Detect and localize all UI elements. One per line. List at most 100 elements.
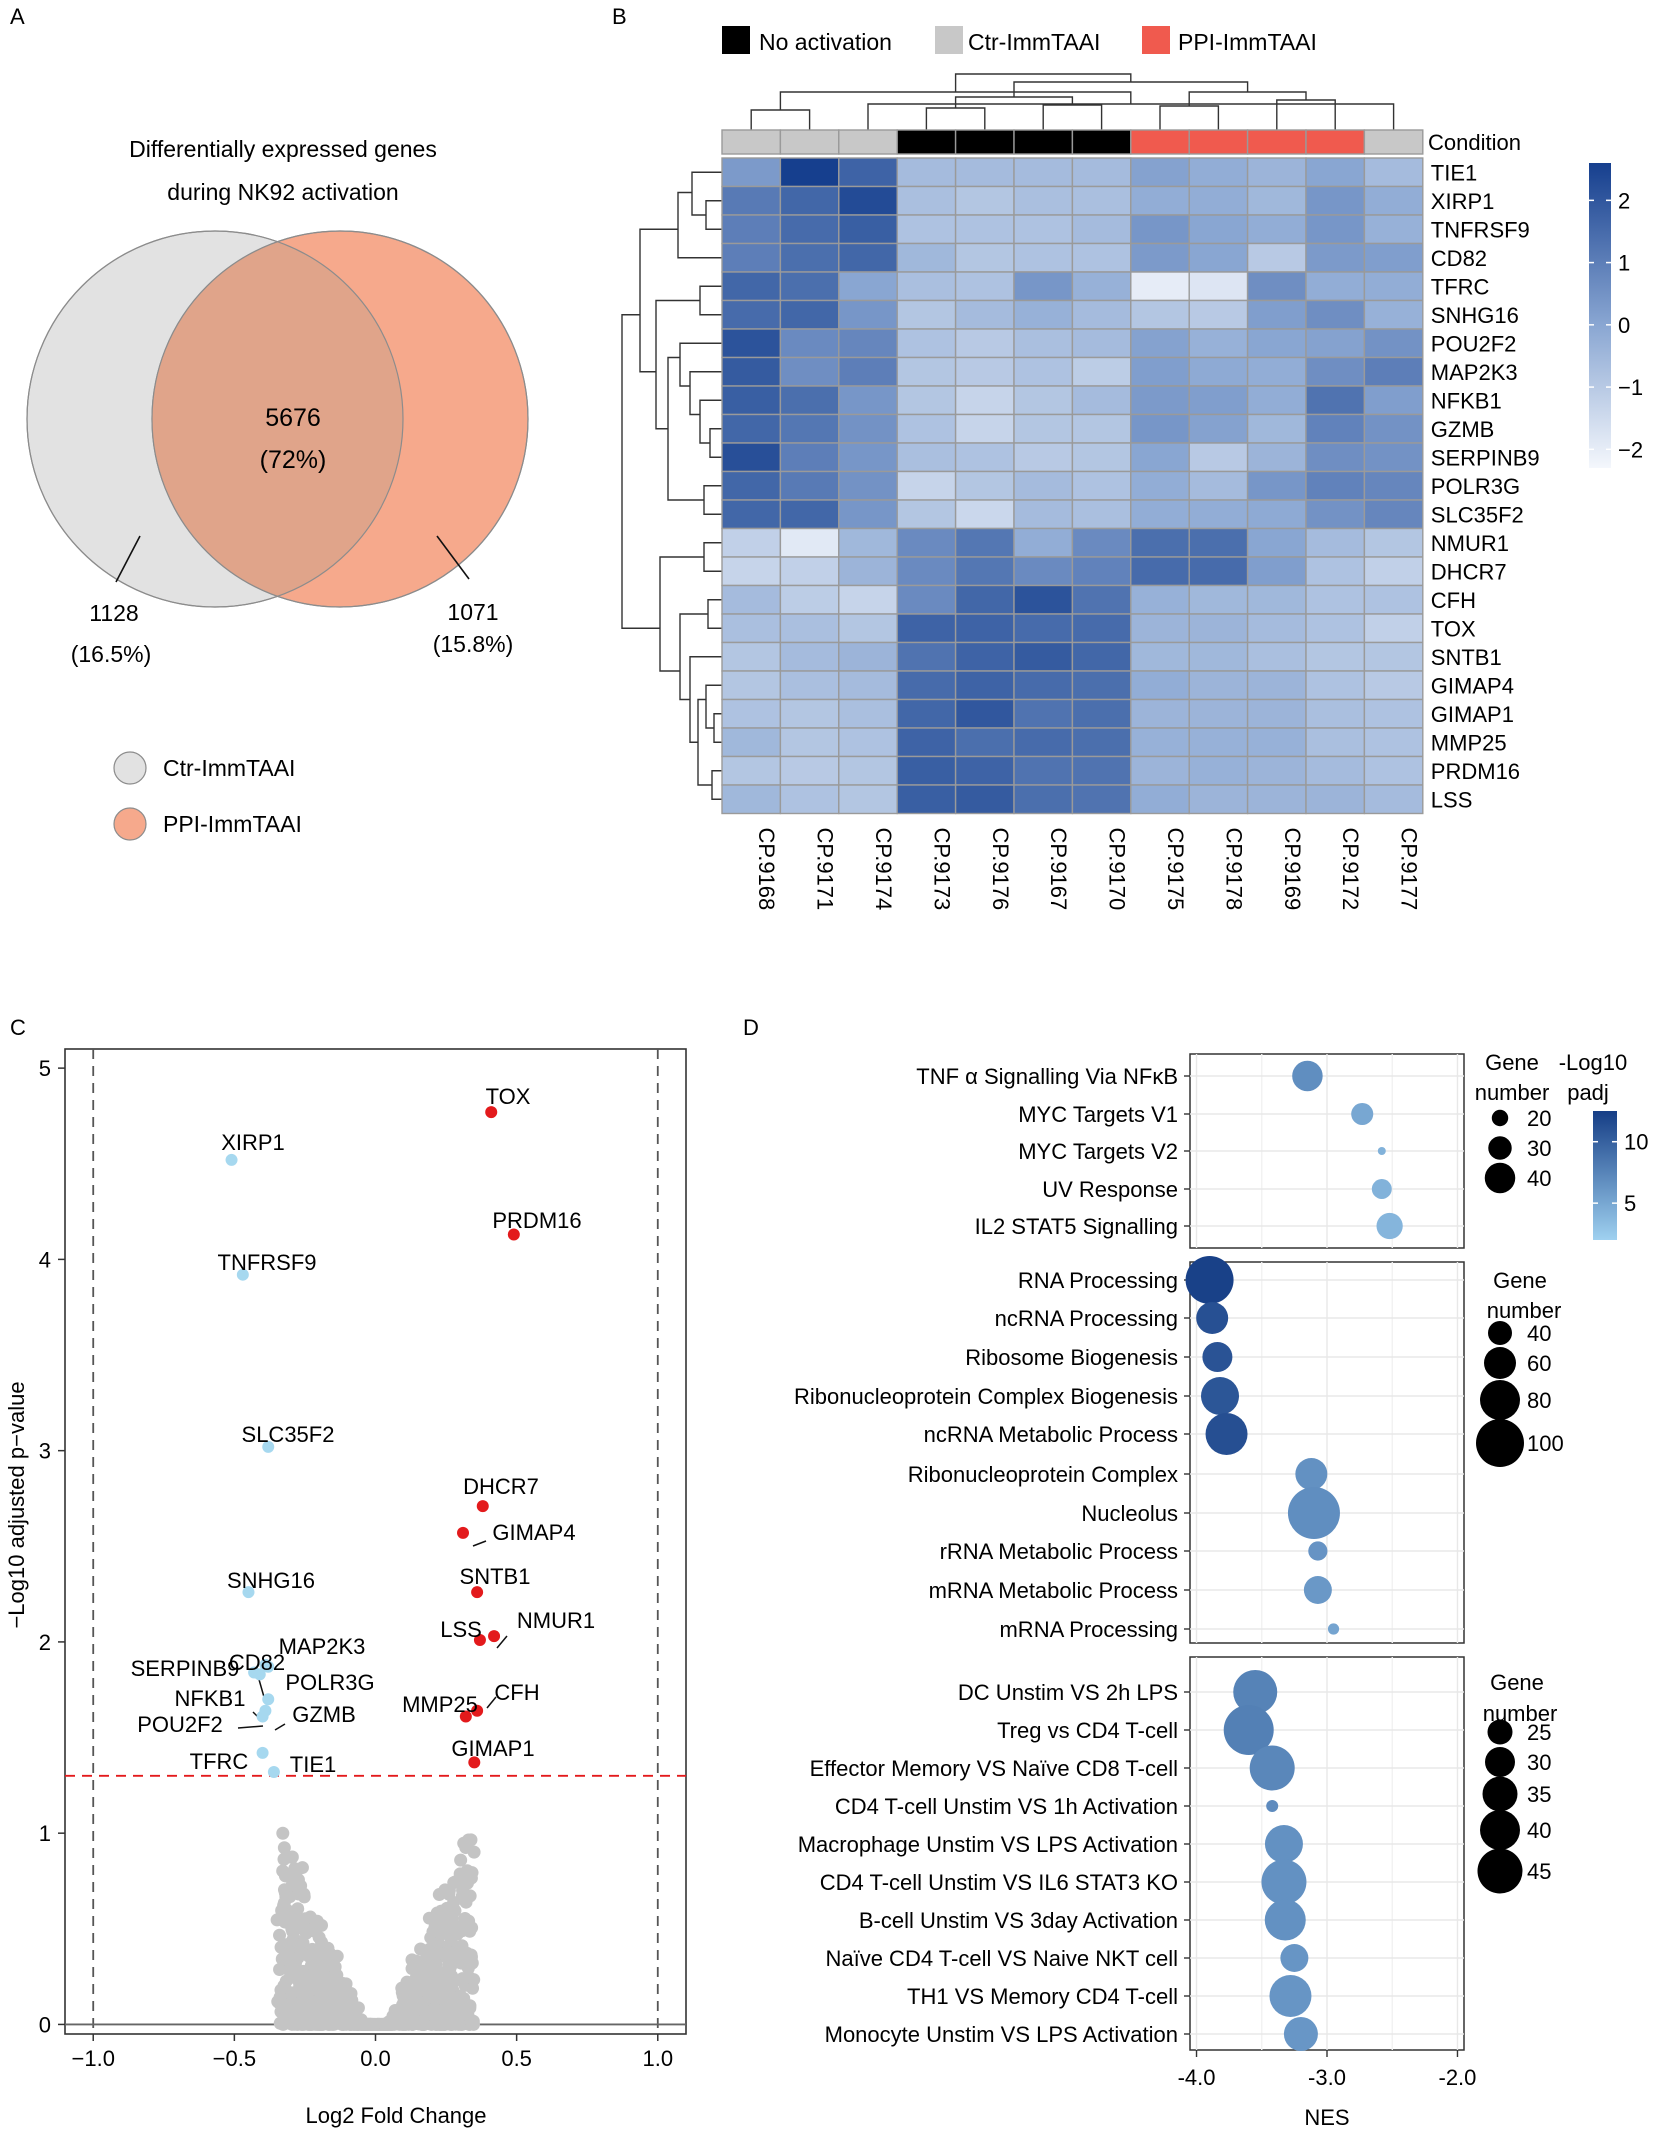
sig-point xyxy=(267,1765,280,1778)
heat-row-label: GIMAP4 xyxy=(1431,673,1514,698)
heat-cell xyxy=(1013,641,1074,672)
heat-cell xyxy=(1305,271,1366,302)
gsea-colorbar-ticks: 10 5 xyxy=(1593,1130,1648,1216)
heat-column-label: CP.9172 xyxy=(1338,828,1363,911)
heat-column-label: CP.9176 xyxy=(988,828,1013,911)
venn-right-percent: (15.8%) xyxy=(433,631,514,657)
heat-cell xyxy=(1071,641,1132,672)
heat-row-label: NFKB1 xyxy=(1431,388,1502,413)
heat-cell xyxy=(1305,499,1366,530)
term-label: UV Response xyxy=(1042,1177,1178,1202)
heat-column-label: CP.9167 xyxy=(1046,828,1071,911)
heat-cell xyxy=(721,271,782,302)
heat-cell xyxy=(1071,385,1132,416)
heat-cell xyxy=(1013,442,1074,473)
heat-cell xyxy=(896,185,957,216)
heat-cell xyxy=(1130,470,1190,501)
ns-point xyxy=(284,1956,298,1970)
heat-cell xyxy=(721,727,782,758)
ns-point xyxy=(434,1904,448,1918)
heat-column-label: CP.9168 xyxy=(754,828,779,911)
heat-cell xyxy=(1013,242,1074,273)
heat-cell xyxy=(1305,328,1366,359)
venn-right-value: 1071 xyxy=(447,599,498,625)
heat-cell xyxy=(1013,698,1074,729)
term-label: Ribosome Biogenesis xyxy=(965,1345,1178,1370)
term-dot xyxy=(1371,1179,1392,1199)
heat-cell xyxy=(1013,556,1074,587)
gene-label: GZMB xyxy=(292,1702,356,1727)
x-tick-label: −0.5 xyxy=(213,2046,256,2071)
heat-cell xyxy=(779,613,840,644)
heat-cell xyxy=(1246,470,1307,501)
heat-cell xyxy=(1188,641,1249,672)
heat-cell xyxy=(1363,385,1424,416)
ns-point xyxy=(289,1866,303,1880)
term-label: mRNA Metabolic Process xyxy=(929,1578,1178,1603)
heat-cell xyxy=(779,356,840,387)
heat-cell xyxy=(1130,613,1190,644)
sig-point xyxy=(468,1756,481,1769)
heat-cell xyxy=(1130,356,1190,387)
ns-point xyxy=(292,1887,306,1901)
heat-cell xyxy=(1246,157,1307,188)
heat-cell xyxy=(1013,527,1074,558)
term-label: TH1 VS Memory CD4 T-cell xyxy=(907,1984,1178,2009)
heat-cell xyxy=(721,698,782,729)
heat-cell xyxy=(1246,413,1307,444)
heat-cell xyxy=(1013,499,1074,530)
heat-cell xyxy=(896,385,957,416)
sig-point xyxy=(225,1153,238,1166)
heat-cell xyxy=(1071,214,1132,245)
ns-point xyxy=(448,1904,462,1918)
term-dot xyxy=(1264,1825,1303,1863)
term-label: Ribonucleoprotein Complex xyxy=(908,1462,1178,1487)
gene-label: PRDM16 xyxy=(492,1208,581,1233)
term-label: B-cell Unstim VS 3day Activation xyxy=(859,1908,1178,1933)
gsea-size-legend-1: 20 30 40 xyxy=(1484,1106,1551,1194)
ns-point xyxy=(396,1998,410,2012)
heat-cell xyxy=(1071,698,1132,729)
size-legend-dot xyxy=(1484,1347,1516,1379)
term-dot xyxy=(1185,1256,1234,1304)
heat-cell xyxy=(1188,442,1249,473)
sig-point xyxy=(262,1660,275,1673)
heat-cell xyxy=(1188,299,1249,330)
volcano-ylabel: −Log10 adjusted p−value xyxy=(4,1381,29,1628)
size-legend-label: 40 xyxy=(1527,1166,1551,1191)
heat-cell xyxy=(1071,613,1132,644)
heat-legend-noact: No activation xyxy=(759,29,892,55)
ns-point xyxy=(314,1944,328,1958)
heat-cell xyxy=(1130,299,1190,330)
colorbar-tick-label: 0 xyxy=(1618,313,1630,338)
volcano-axes: −1.0 −0.5 0.0 0.5 1.0 0 1 2 3 4 5 xyxy=(39,1049,686,2071)
gene-label: MMP25 xyxy=(402,1692,478,1717)
heat-cell xyxy=(1363,556,1424,587)
heat-cell xyxy=(838,556,898,587)
heat-cell xyxy=(1071,242,1132,273)
heat-cell xyxy=(1188,755,1249,786)
ns-point xyxy=(270,1913,284,1927)
ns-point xyxy=(304,1995,318,2009)
heat-cell xyxy=(954,641,1015,672)
heat-cell xyxy=(954,470,1015,501)
heat-cell xyxy=(1071,157,1132,188)
heat-cell xyxy=(1363,527,1424,558)
heat-cell xyxy=(1246,356,1307,387)
heat-cell xyxy=(1363,670,1424,701)
heat-cell xyxy=(721,442,782,473)
heat-cell xyxy=(1130,185,1190,216)
heat-cell xyxy=(1130,499,1190,530)
heat-cell xyxy=(896,299,957,330)
condition-cell xyxy=(721,129,782,155)
term-dot xyxy=(1351,1102,1374,1126)
term-label: Monocyte Unstim VS LPS Activation xyxy=(825,2022,1178,2047)
heat-cell xyxy=(1130,698,1190,729)
size-legend-label: 35 xyxy=(1527,1782,1551,1807)
heat-cell xyxy=(1071,527,1132,558)
heat-cell xyxy=(721,242,782,273)
sig-point xyxy=(476,1500,489,1513)
heat-cell xyxy=(779,784,840,815)
heat-legend-swatch-noact xyxy=(722,26,750,54)
heat-row-label: POU2F2 xyxy=(1431,331,1517,356)
